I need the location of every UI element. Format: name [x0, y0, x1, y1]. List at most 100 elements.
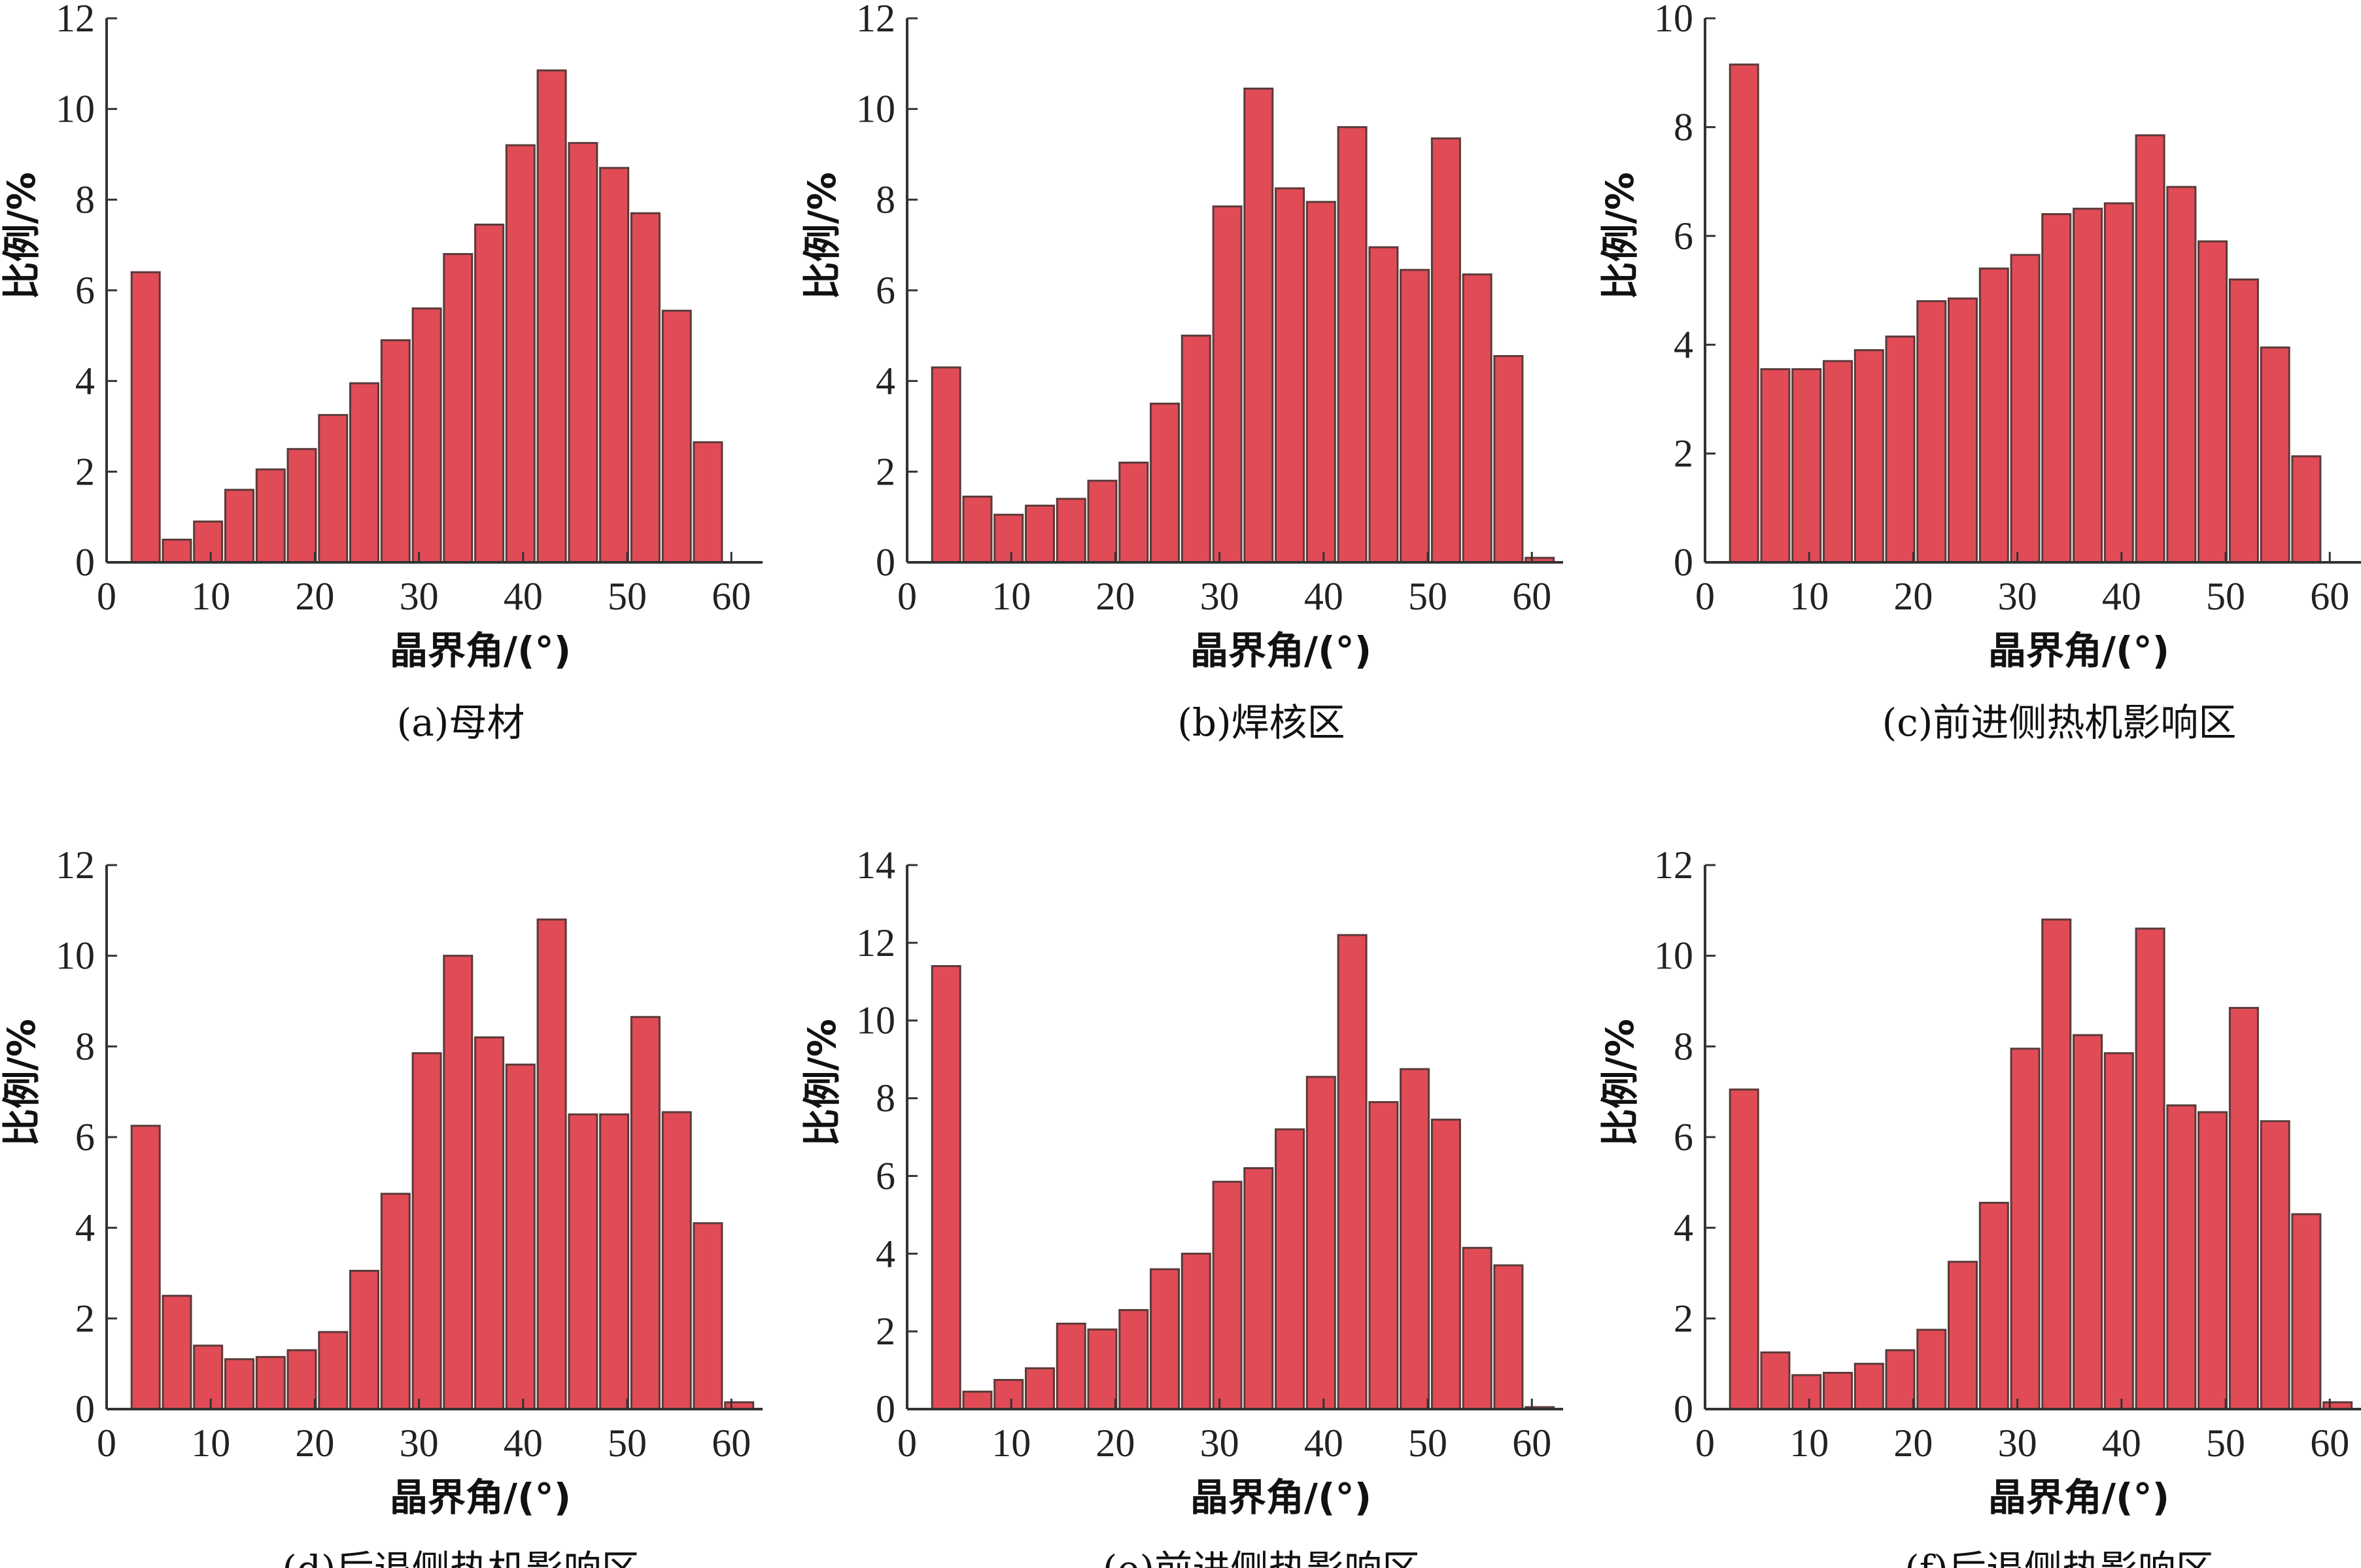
chart-c-x-tick-label: 20 — [1893, 575, 1933, 618]
chart-e-bar — [1337, 934, 1368, 1410]
chart-b-x-tick-label: 40 — [1304, 575, 1343, 618]
chart-b-bar — [1275, 187, 1305, 564]
chart-e-y-tick-label: 14 — [856, 844, 895, 887]
chart-b-y-tick-label: 0 — [876, 541, 895, 584]
chart-d-bar — [349, 1270, 379, 1410]
chart-d-x-axis-title: 晶界角/(°) — [390, 1475, 571, 1520]
chart-b-bar — [1493, 355, 1524, 564]
chart-e-bar — [1180, 1252, 1211, 1410]
chart-f-y-tick-label: 8 — [1674, 1025, 1693, 1068]
chart-a-bar — [162, 538, 192, 564]
chart-b-x-axis-title: 晶界角/(°) — [1190, 628, 1371, 673]
chart-b-x-tick-label: 0 — [897, 575, 917, 618]
chart-f-x-tick-label: 10 — [1789, 1422, 1829, 1465]
chart-b-bar — [1025, 504, 1055, 564]
chart-c-x-axis-title: 晶界角/(°) — [1988, 628, 2169, 673]
chart-c-x-tick-label: 0 — [1695, 575, 1715, 618]
chart-b-x-tick-label: 10 — [991, 575, 1031, 618]
chart-d-panel: 0 2 4 6 8 10 12 0 10 20 30 40 50 60 晶界角/(°) 比例/% (d)后退侧热… — [0, 844, 763, 1568]
chart-f-bar — [1948, 1261, 1978, 1410]
chart-f-x-axis-title: 晶界角/(°) — [1988, 1475, 2169, 1520]
chart-f-x-tick-label: 40 — [2102, 1422, 2141, 1465]
chart-e-x-tick-label: 50 — [1408, 1422, 1447, 1465]
chart-e-y-tick-label: 8 — [876, 1077, 895, 1120]
chart-c-x-tick-label: 10 — [1789, 575, 1829, 618]
chart-f-y-tick-label: 12 — [1654, 844, 1693, 887]
chart-d-bar — [693, 1222, 723, 1410]
chart-b-bar — [1118, 462, 1149, 564]
chart-a-x-tick-label: 0 — [97, 575, 116, 618]
chart-f-y-tick-label: 4 — [1674, 1206, 1693, 1250]
chart-a-y-tick-label: 4 — [75, 360, 95, 403]
chart-d-x-tick-label: 40 — [504, 1422, 543, 1465]
chart-b-x-tick-label: 50 — [1408, 575, 1447, 618]
chart-d-bar — [255, 1355, 286, 1410]
chart-c-y-tick-label: 2 — [1674, 432, 1693, 475]
chart-b-panel: 0 2 4 6 8 10 12 0 10 20 30 40 50 60 晶界角/(°) 比例/% (b)焊核区 — [800, 0, 1563, 745]
chart-d-bar — [443, 955, 474, 1410]
chart-b-y-tick-label: 2 — [876, 450, 895, 493]
chart-d-x-tick-label: 10 — [191, 1422, 230, 1465]
chart-a-bar — [380, 339, 411, 564]
chart-a-y-tick-label: 2 — [75, 450, 95, 493]
chart-f-x-tick-label: 20 — [1893, 1422, 1933, 1465]
chart-c-y-tick-label: 4 — [1674, 323, 1693, 366]
chart-d-bar — [599, 1113, 630, 1410]
chart-e-bar — [1087, 1328, 1118, 1410]
chart-d-x-tick-label: 30 — [400, 1422, 439, 1465]
chart-e-bar — [1430, 1118, 1461, 1410]
chart-d-y-tick-label: 0 — [75, 1388, 95, 1431]
chart-c-x-tick-label: 50 — [2206, 575, 2245, 618]
chart-b-y-tick-label: 12 — [856, 0, 895, 40]
chart-e-bar — [1275, 1128, 1305, 1410]
chart-b-x-tick-label: 30 — [1200, 575, 1239, 618]
chart-c-bar — [2135, 134, 2165, 564]
chart-a-x-tick-label: 10 — [191, 575, 230, 618]
chart-a-bar — [661, 309, 692, 564]
chart-f-y-tick-label: 6 — [1674, 1116, 1693, 1159]
chart-f-bar — [2103, 1052, 2134, 1410]
chart-e-y-axis-title: 比例/% — [800, 1019, 844, 1146]
chart-d-bar — [474, 1036, 505, 1410]
chart-c-bar — [2291, 455, 2322, 564]
chart-d-bar — [380, 1193, 411, 1410]
chart-e-x-tick-label: 60 — [1512, 1422, 1551, 1465]
chart-e-caption: (e)前进侧热影响区 — [1103, 1547, 1421, 1568]
chart-e-bar — [1118, 1309, 1149, 1410]
chart-e-bar — [993, 1378, 1024, 1410]
chart-d-y-tick-label: 10 — [56, 934, 95, 978]
chart-f-bar — [2228, 1006, 2259, 1410]
chart-f-y-tick-label: 0 — [1674, 1388, 1693, 1431]
chart-c-bar — [2010, 254, 2041, 564]
chart-f-y-tick-label: 10 — [1654, 934, 1693, 978]
chart-b-bar — [1087, 479, 1118, 564]
chart-a-x-tick-label: 40 — [504, 575, 543, 618]
chart-b-bar — [1400, 269, 1430, 564]
chart-a-x-tick-label: 50 — [608, 575, 647, 618]
chart-e-x-tick-label: 30 — [1200, 1422, 1239, 1465]
chart-a-bar — [286, 448, 317, 564]
chart-e-bar — [1305, 1076, 1336, 1410]
chart-f-bar — [1791, 1374, 1822, 1410]
chart-c-bar — [1948, 298, 1978, 564]
chart-b-y-tick-label: 8 — [876, 178, 895, 221]
chart-a-bar — [599, 167, 630, 564]
chart-e-y-tick-label: 10 — [856, 999, 895, 1042]
chart-f-y-tick-label: 2 — [1674, 1297, 1693, 1340]
chart-a-y-axis-title: 比例/% — [0, 172, 44, 299]
chart-b-y-tick-label: 10 — [856, 88, 895, 131]
chart-e-y-tick-label: 4 — [876, 1232, 895, 1275]
chart-d-bar — [224, 1358, 254, 1410]
chart-a-x-tick-label: 20 — [295, 575, 334, 618]
chart-d-y-tick-label: 4 — [75, 1206, 95, 1250]
chart-b-y-tick-label: 6 — [876, 269, 895, 312]
chart-b-bar — [1056, 498, 1086, 564]
chart-f-bar — [2041, 918, 2072, 1410]
chart-f-bar — [2010, 1048, 2041, 1410]
chart-a-y-tick-label: 12 — [56, 0, 95, 40]
chart-d-x-tick-label: 50 — [608, 1422, 647, 1465]
chart-a-y-tick-label: 8 — [75, 178, 95, 221]
chart-e-bar — [962, 1390, 993, 1410]
chart-d-bar — [411, 1052, 442, 1410]
chart-b-bar — [1368, 246, 1399, 564]
